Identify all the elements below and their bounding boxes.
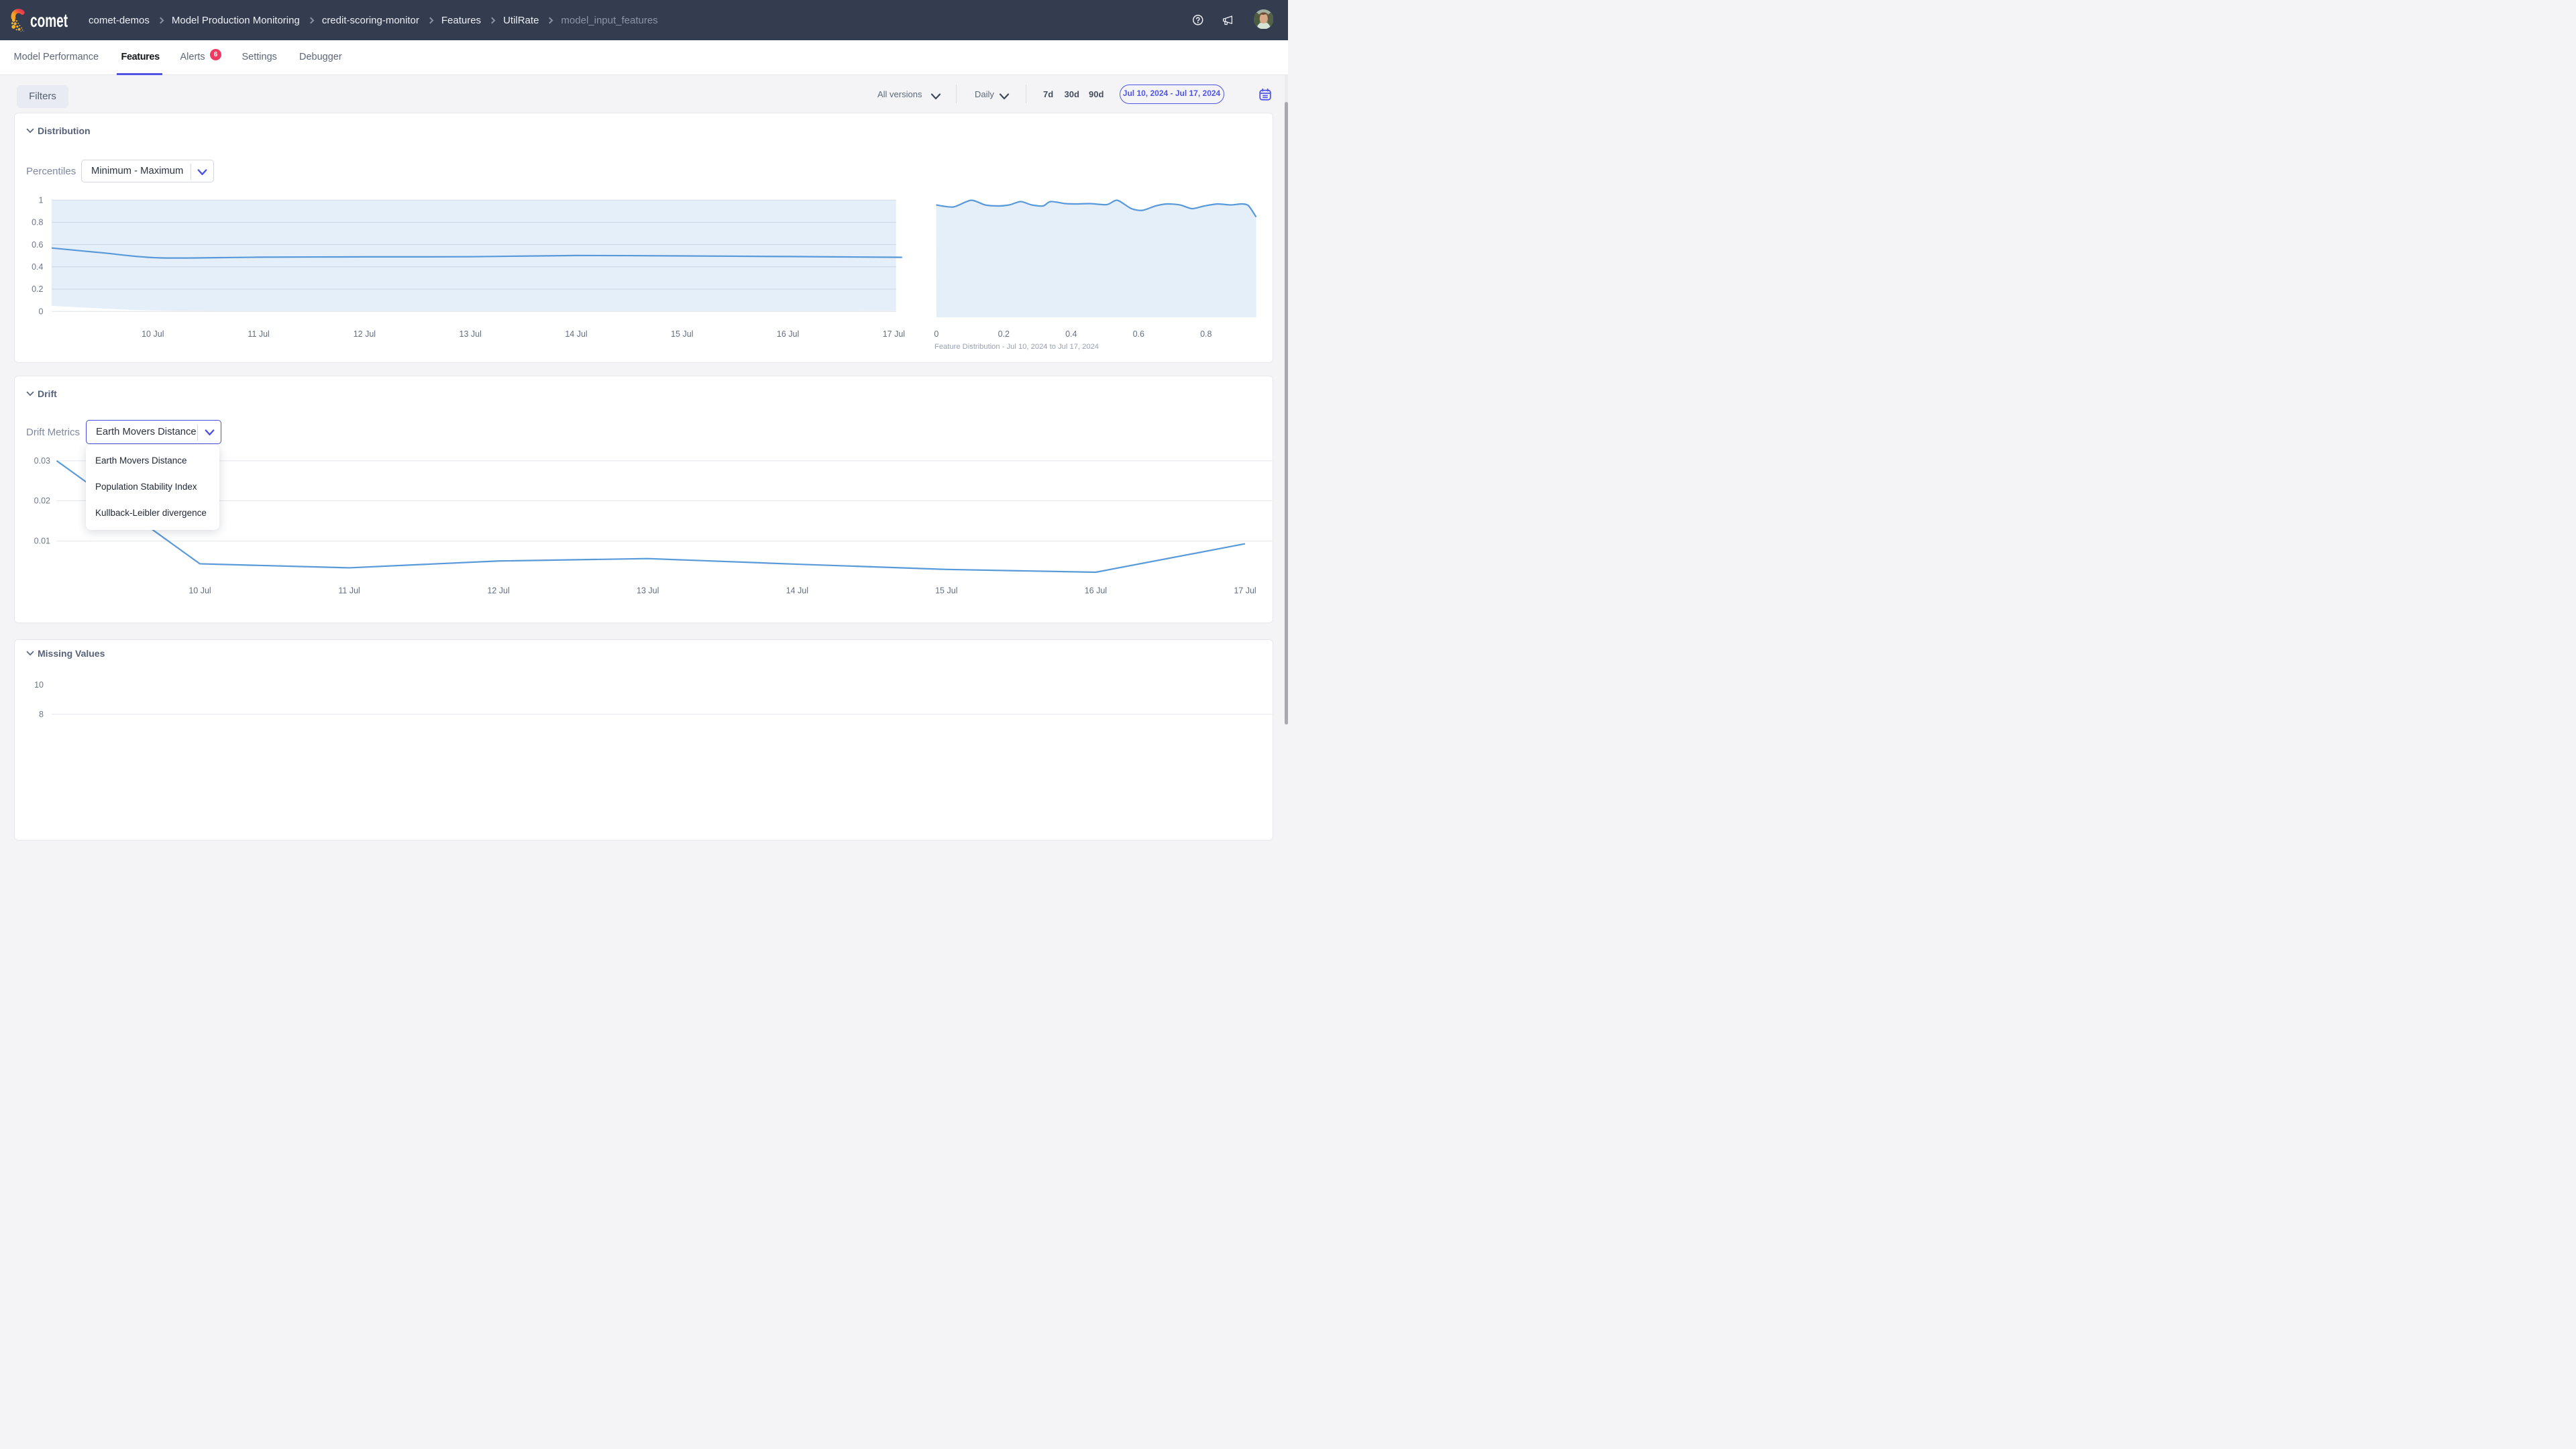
- svg-text:10: 10: [34, 680, 44, 690]
- svg-text:16 Jul: 16 Jul: [777, 329, 799, 339]
- svg-text:10 Jul: 10 Jul: [189, 586, 211, 595]
- svg-text:0.03: 0.03: [34, 456, 50, 466]
- svg-text:0.4: 0.4: [1065, 329, 1077, 339]
- svg-text:8: 8: [39, 710, 44, 719]
- svg-text:1: 1: [39, 195, 44, 205]
- svg-text:12 Jul: 12 Jul: [354, 329, 376, 339]
- svg-text:17 Jul: 17 Jul: [883, 329, 905, 339]
- svg-text:13 Jul: 13 Jul: [637, 586, 659, 595]
- svg-text:0.2: 0.2: [998, 329, 1010, 339]
- svg-text:14 Jul: 14 Jul: [565, 329, 587, 339]
- svg-text:0.2: 0.2: [32, 284, 43, 294]
- svg-text:0.8: 0.8: [32, 217, 43, 227]
- svg-text:15 Jul: 15 Jul: [935, 586, 957, 595]
- svg-text:0.02: 0.02: [34, 496, 50, 505]
- svg-text:16 Jul: 16 Jul: [1085, 586, 1107, 595]
- svg-text:0: 0: [934, 329, 938, 339]
- svg-text:15 Jul: 15 Jul: [671, 329, 693, 339]
- svg-text:0.6: 0.6: [1133, 329, 1144, 339]
- svg-text:11 Jul: 11 Jul: [338, 586, 360, 595]
- svg-text:0: 0: [39, 307, 44, 316]
- svg-text:0.8: 0.8: [1200, 329, 1212, 339]
- svg-text:11 Jul: 11 Jul: [248, 329, 269, 339]
- svg-text:10 Jul: 10 Jul: [142, 329, 164, 339]
- svg-text:0.01: 0.01: [34, 536, 50, 545]
- svg-text:13 Jul: 13 Jul: [460, 329, 482, 339]
- svg-text:0.4: 0.4: [32, 262, 43, 272]
- svg-text:14 Jul: 14 Jul: [786, 586, 808, 595]
- svg-text:0.6: 0.6: [32, 239, 43, 249]
- svg-text:17 Jul: 17 Jul: [1234, 586, 1256, 595]
- svg-text:Feature Distribution - Jul 10,: Feature Distribution - Jul 10, 2024 to J…: [934, 343, 1099, 351]
- svg-text:12 Jul: 12 Jul: [487, 586, 509, 595]
